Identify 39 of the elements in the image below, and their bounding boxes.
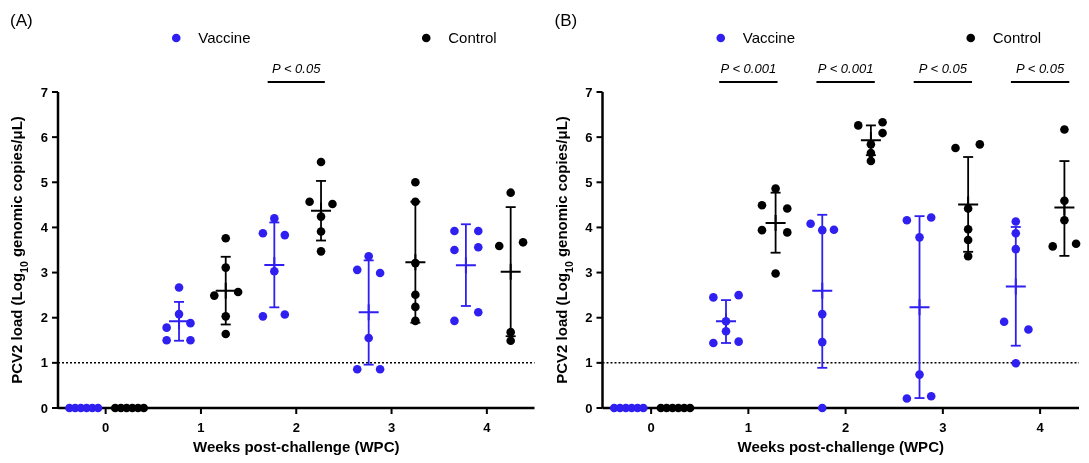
text: P < 0.05 xyxy=(918,61,968,76)
x-tick-label: 1 xyxy=(197,420,205,435)
y-tick-label: 1 xyxy=(585,355,593,371)
legend-label: Vaccine xyxy=(742,29,796,46)
y-tick-label: 1 xyxy=(40,355,48,371)
y-tick-label: 4 xyxy=(585,219,594,235)
legend-label: Vaccine xyxy=(198,29,251,46)
y-tick-label: 4 xyxy=(40,219,49,235)
y-tick-label: 3 xyxy=(585,265,593,281)
y-tick-label: 6 xyxy=(585,129,593,145)
legend-label: Control xyxy=(992,29,1042,46)
x-tick-label: 4 xyxy=(1036,420,1045,435)
x-tick-label: 4 xyxy=(483,420,492,435)
chart-title: (A) xyxy=(10,11,33,30)
x-tick-label: 1 xyxy=(744,420,752,435)
x-tick-label: 0 xyxy=(102,420,110,435)
y-tick-label: 2 xyxy=(40,310,48,326)
y-tick-label: 0 xyxy=(40,400,48,416)
y-tick-label: 7 xyxy=(40,84,48,100)
chart-title: (B) xyxy=(554,11,578,30)
x-tick-label: 2 xyxy=(292,420,300,435)
x-axis-title: Weeks post-challenge (WPC) xyxy=(737,438,944,455)
x-tick-label: 3 xyxy=(939,420,947,435)
x-tick-label: 2 xyxy=(842,420,850,435)
y-tick-label: 3 xyxy=(40,265,48,281)
y-tick-label: 6 xyxy=(40,129,48,145)
x-tick-label: 3 xyxy=(387,420,396,435)
y-tick-label: 7 xyxy=(585,84,593,100)
y-tick-label: 0 xyxy=(585,400,593,416)
text: P < 0.05 xyxy=(272,61,322,76)
y-tick-label: 2 xyxy=(585,310,593,326)
text: P < 0.001 xyxy=(817,61,874,76)
x-axis-title: Weeks post-challenge (WPC) xyxy=(193,438,400,455)
x-tick-label: 0 xyxy=(647,420,655,435)
text: P < 0.001 xyxy=(720,61,777,76)
text: P < 0.05 xyxy=(1015,61,1066,76)
legend-label: Control xyxy=(448,29,497,46)
y-tick-label: 5 xyxy=(40,174,48,190)
y-tick-label: 5 xyxy=(585,174,593,190)
